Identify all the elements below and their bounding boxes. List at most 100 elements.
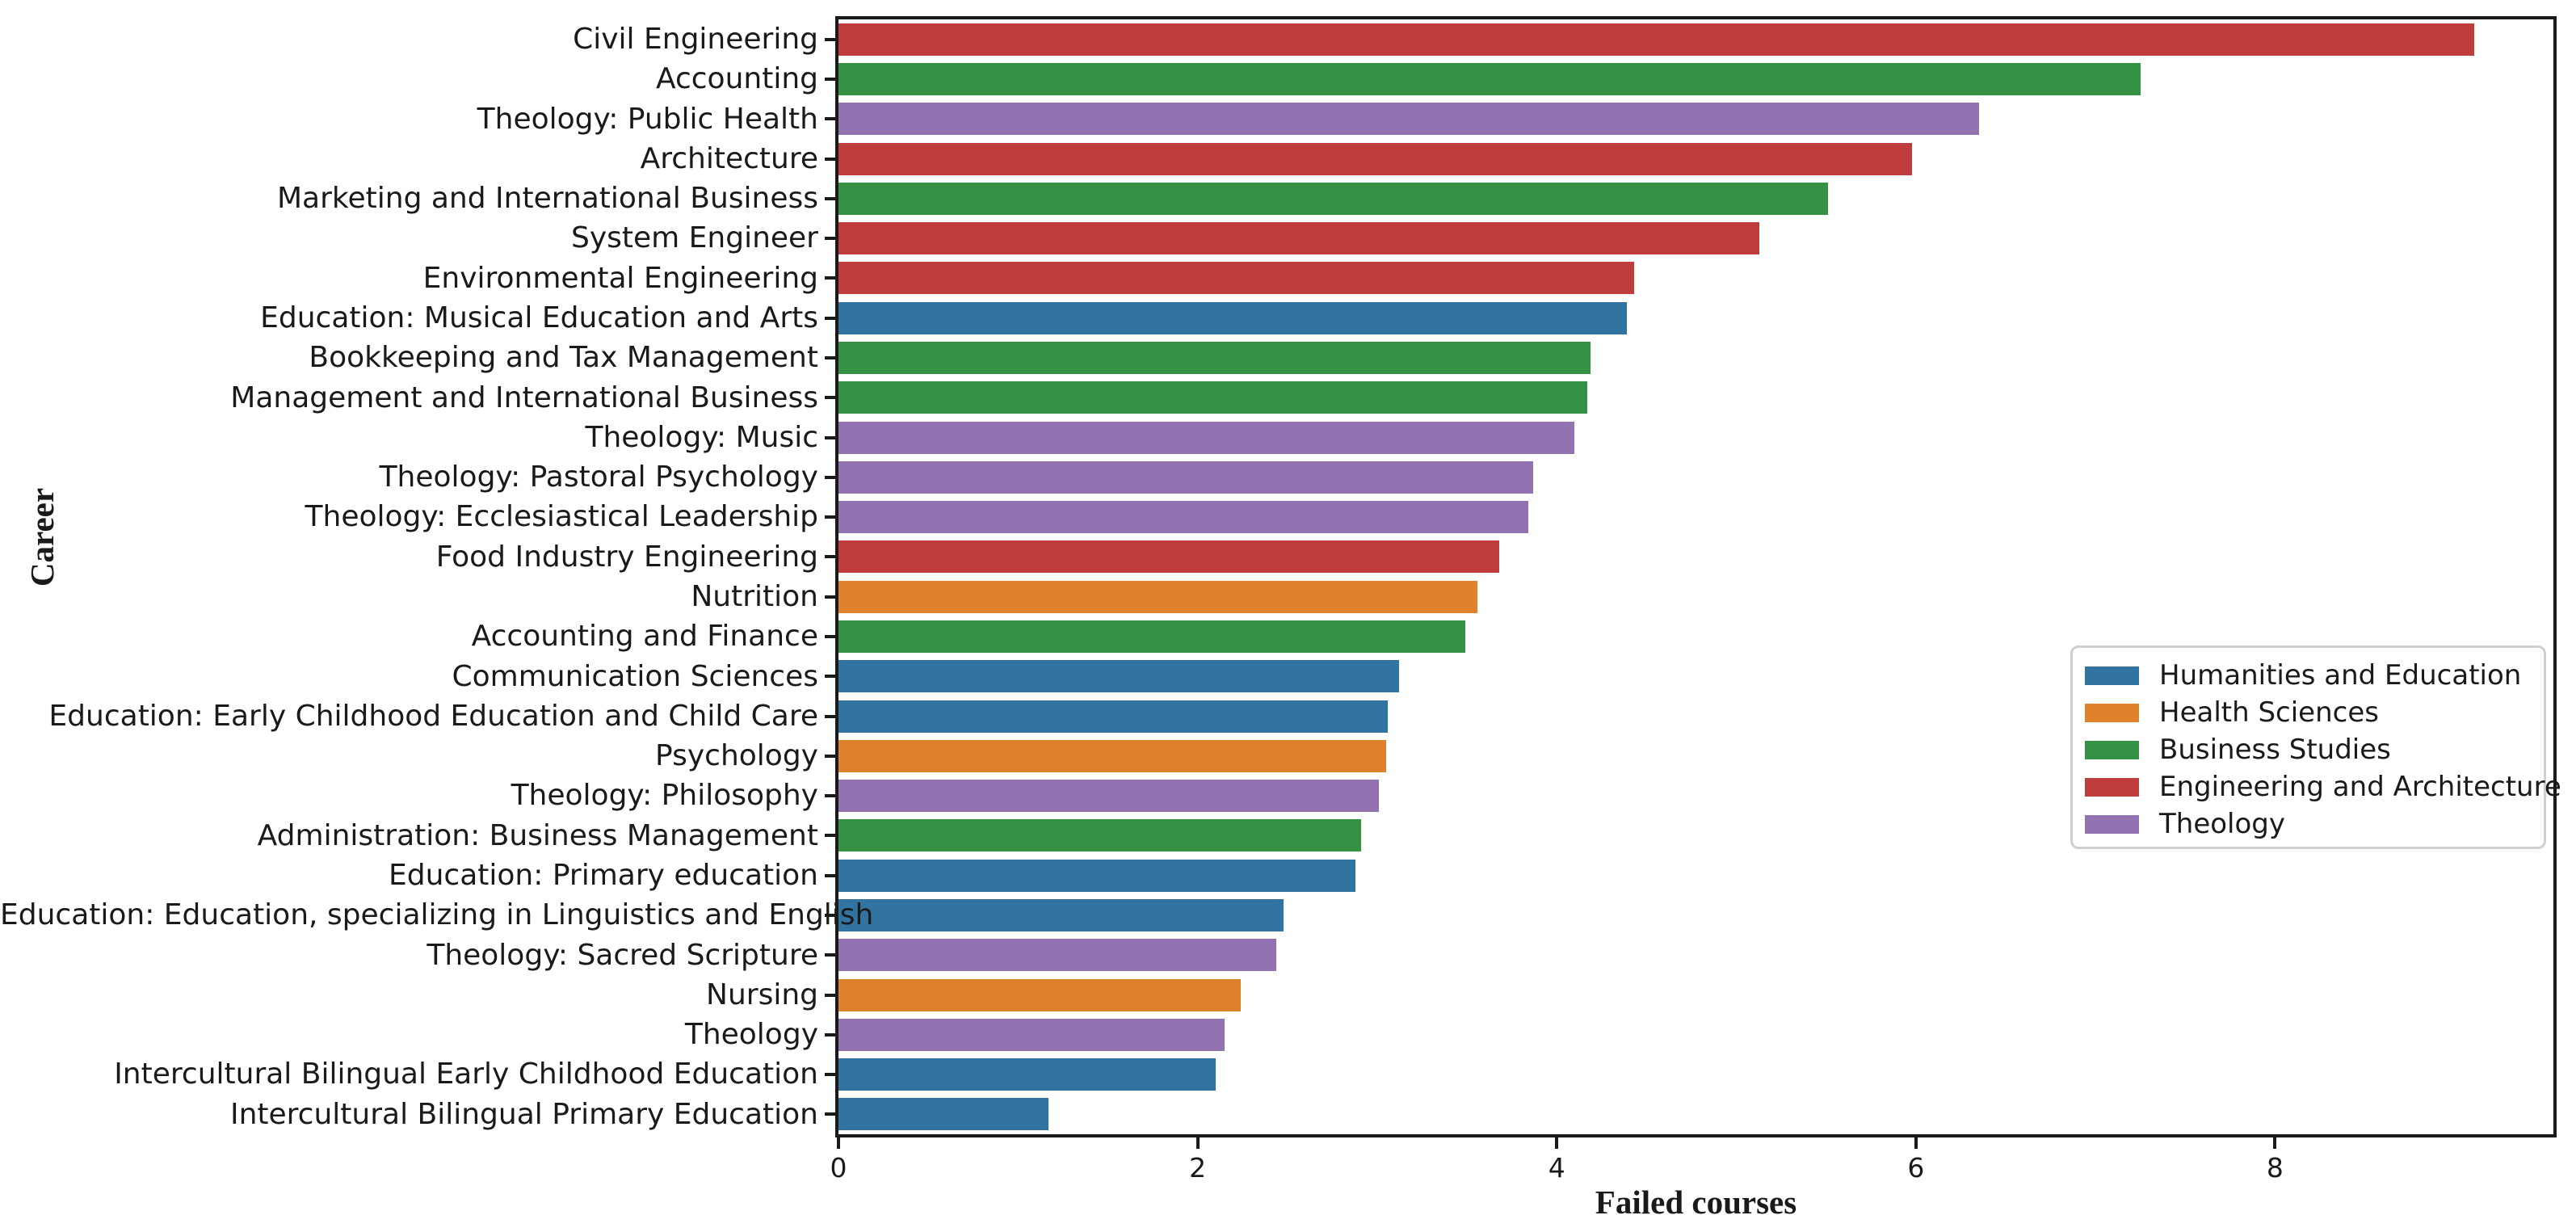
- x-tick-label-8: 8: [2266, 1152, 2284, 1184]
- category-label-theology-pastoral-psychology: Theology: Pastoral Psychology: [379, 460, 818, 494]
- category-label-theology-public-health: Theology: Public Health: [477, 102, 818, 136]
- legend-swatch-icon: [2085, 703, 2139, 722]
- legend-label: Health Sciences: [2159, 696, 2379, 729]
- y-tick-mark: [825, 675, 835, 679]
- y-tick-mark: [825, 276, 835, 280]
- legend-label: Theology: [2159, 808, 2285, 840]
- legend-item-engineering-and-architecture: Engineering and Architecture: [2085, 768, 2561, 805]
- category-label-theology: Theology: [684, 1018, 818, 1052]
- category-label-architecture: Architecture: [640, 141, 818, 175]
- category-label-theology-philosophy: Theology: Philosophy: [511, 779, 818, 813]
- plot-area: [835, 16, 2557, 1137]
- bar-intercultural-bilingual-early-childhood-education: [838, 1058, 1216, 1091]
- legend-swatch-icon: [2085, 777, 2139, 797]
- bar-education-education-specializing-in-linguistics-and-english: [838, 898, 1284, 931]
- y-tick-mark: [825, 1073, 835, 1077]
- category-label-food-industry-engineering: Food Industry Engineering: [435, 540, 818, 574]
- category-label-intercultural-bilingual-primary-education: Intercultural Bilingual Primary Educatio…: [229, 1097, 818, 1131]
- category-label-psychology: Psychology: [655, 739, 818, 773]
- x-tick-mark-0: [837, 1137, 840, 1149]
- y-tick-mark: [825, 873, 835, 877]
- bar-architecture: [838, 142, 1913, 175]
- category-label-civil-engineering: Civil Engineering: [573, 23, 818, 56]
- bar-accounting-and-finance: [838, 620, 1465, 653]
- x-axis-label: Failed courses: [1595, 1184, 1797, 1221]
- legend-item-health-sciences: Health Sciences: [2085, 694, 2544, 731]
- x-tick-mark-4: [1555, 1137, 1559, 1149]
- y-tick-mark: [825, 117, 835, 121]
- y-tick-mark: [825, 435, 835, 439]
- legend-swatch-icon: [2085, 666, 2139, 685]
- x-tick-label-4: 4: [1548, 1152, 1565, 1184]
- legend-item-theology: Theology: [2085, 805, 2544, 843]
- y-tick-mark: [825, 1112, 835, 1116]
- y-tick-mark: [825, 634, 835, 638]
- y-tick-mark: [825, 355, 835, 360]
- bar-theology-public-health: [838, 103, 1979, 136]
- category-label-nursing: Nursing: [706, 978, 818, 1011]
- category-label-education-education-specializing-in-linguistics-and-english: Education: Education, specializing in Li…: [0, 898, 874, 932]
- y-tick-mark: [825, 714, 835, 718]
- y-tick-mark: [825, 595, 835, 599]
- bar-environmental-engineering: [838, 262, 1634, 295]
- y-tick-mark: [825, 515, 835, 519]
- y-tick-mark: [825, 196, 835, 200]
- bar-theology-ecclesiastical-leadership: [838, 501, 1528, 534]
- category-label-education-musical-education-and-arts: Education: Musical Education and Arts: [260, 301, 818, 334]
- category-label-accounting: Accounting: [655, 62, 818, 96]
- y-tick-mark: [825, 953, 835, 957]
- x-tick-label-6: 6: [1907, 1152, 1925, 1184]
- y-tick-mark: [825, 396, 835, 400]
- bar-system-engineer: [838, 222, 1760, 255]
- category-label-system-engineer: System Engineer: [570, 221, 818, 255]
- bar-education-musical-education-and-arts: [838, 301, 1627, 334]
- y-tick-mark: [825, 913, 835, 917]
- category-label-theology-sacred-scripture: Theology: Sacred Scripture: [427, 938, 818, 972]
- category-label-nutrition: Nutrition: [691, 580, 818, 613]
- x-tick-mark-8: [2273, 1137, 2277, 1149]
- y-tick-mark: [825, 1032, 835, 1036]
- bar-theology-pastoral-psychology: [838, 460, 1534, 494]
- bar-theology-philosophy: [838, 780, 1380, 813]
- bar-administration-business-management: [838, 819, 1361, 852]
- bar-education-early-childhood-education-and-child-care: [838, 700, 1389, 733]
- category-label-accounting-and-finance: Accounting and Finance: [471, 620, 818, 654]
- category-label-marketing-and-international-business: Marketing and International Business: [277, 182, 818, 216]
- y-tick-mark: [825, 316, 835, 320]
- bar-marketing-and-international-business: [838, 182, 1828, 215]
- bar-accounting: [838, 62, 2141, 95]
- bar-intercultural-bilingual-primary-education: [838, 1098, 1049, 1131]
- y-tick-mark: [825, 794, 835, 798]
- bar-nursing: [838, 978, 1241, 1011]
- y-tick-mark: [825, 77, 835, 81]
- category-label-administration-business-management: Administration: Business Management: [257, 818, 818, 852]
- legend-item-humanities-and-education: Humanities and Education: [2085, 657, 2544, 694]
- y-tick-mark: [825, 834, 835, 838]
- bar-civil-engineering: [838, 23, 2475, 56]
- legend-item-business-studies: Business Studies: [2085, 731, 2544, 768]
- y-tick-mark: [825, 475, 835, 479]
- bar-psychology: [838, 739, 1387, 772]
- bar-bookkeeping-and-tax-management: [838, 341, 1591, 374]
- category-label-theology-music: Theology: Music: [585, 420, 818, 454]
- y-tick-mark: [825, 37, 835, 41]
- y-tick-mark: [825, 237, 835, 241]
- y-tick-mark: [825, 555, 835, 559]
- y-tick-mark: [825, 157, 835, 161]
- category-label-communication-sciences: Communication Sciences: [452, 659, 819, 693]
- legend-label: Engineering and Architecture: [2159, 771, 2561, 803]
- bar-theology-music: [838, 421, 1575, 454]
- legend-swatch-icon: [2085, 814, 2139, 834]
- bar-nutrition: [838, 580, 1478, 613]
- category-label-education-early-childhood-education-and-child-care: Education: Early Childhood Education and…: [48, 699, 818, 733]
- category-label-theology-ecclesiastical-leadership: Theology: Ecclesiastical Leadership: [305, 500, 818, 534]
- category-label-education-primary-education: Education: Primary education: [389, 859, 818, 892]
- legend-label: Business Studies: [2159, 734, 2391, 766]
- x-tick-mark-6: [1914, 1137, 1918, 1149]
- bar-communication-sciences: [838, 660, 1399, 693]
- y-tick-mark: [825, 754, 835, 758]
- legend-swatch-icon: [2085, 740, 2139, 759]
- legend: Humanities and Education Health Sciences B…: [2070, 645, 2561, 849]
- bar-theology: [838, 1018, 1225, 1051]
